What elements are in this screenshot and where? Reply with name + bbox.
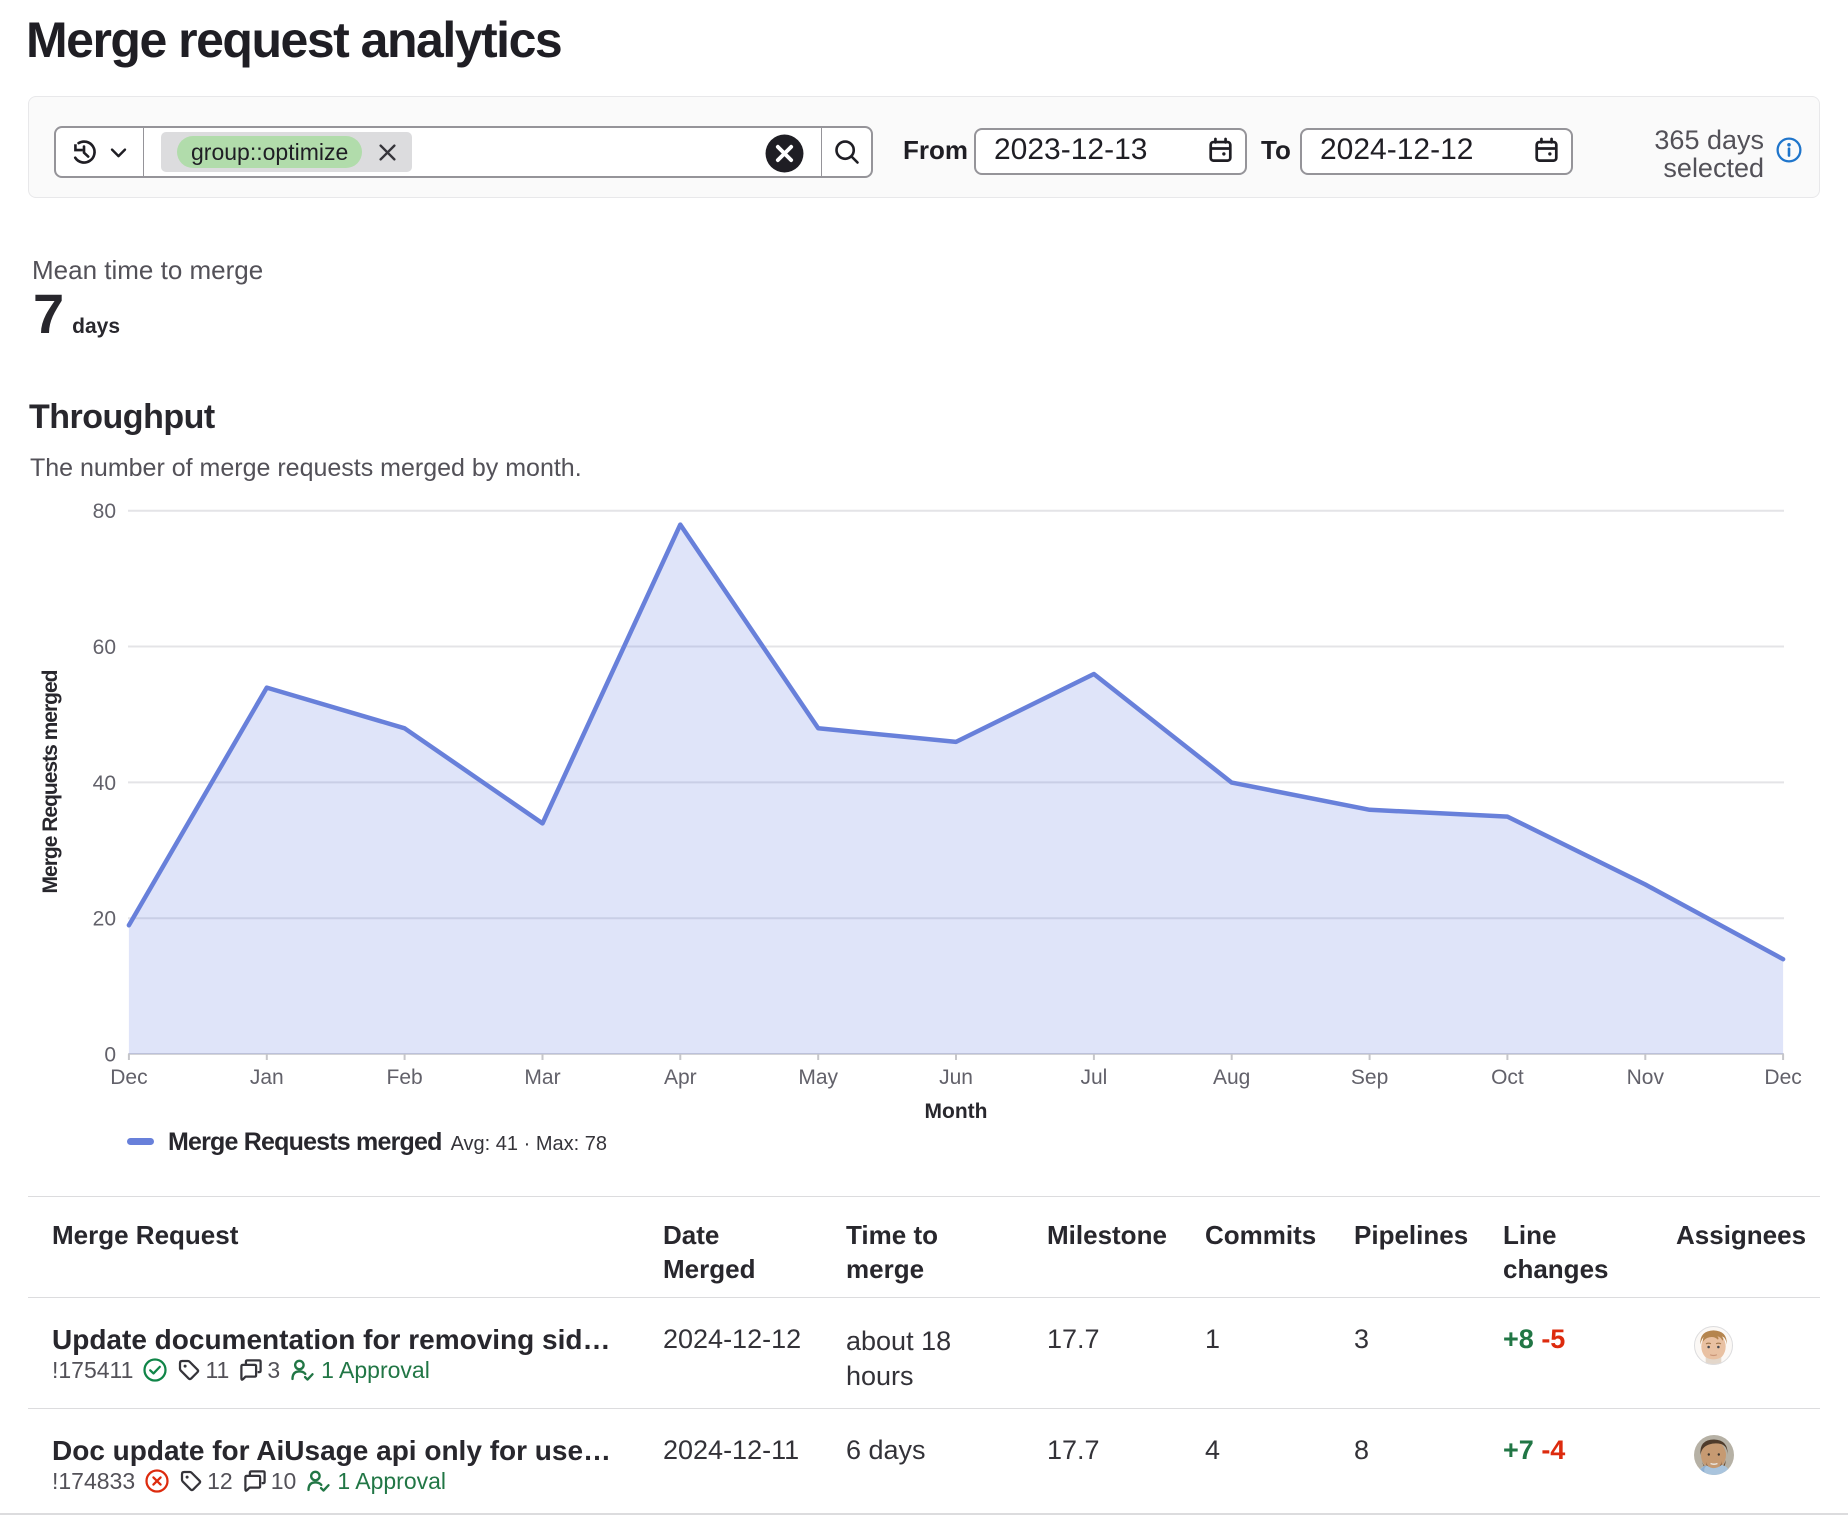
svg-text:Apr: Apr [664, 1066, 697, 1089]
svg-text:Feb: Feb [387, 1066, 423, 1089]
svg-text:60: 60 [93, 636, 116, 659]
svg-text:Merge Requests merged: Merge Requests merged [39, 670, 62, 893]
svg-text:Aug: Aug [1213, 1066, 1250, 1089]
svg-text:Jul: Jul [1080, 1066, 1107, 1089]
svg-text:Jun: Jun [939, 1066, 973, 1089]
svg-text:Dec: Dec [1764, 1066, 1801, 1089]
svg-text:Jan: Jan [250, 1066, 284, 1089]
svg-text:Mar: Mar [524, 1066, 560, 1089]
svg-text:Nov: Nov [1627, 1066, 1665, 1089]
svg-text:Sep: Sep [1351, 1066, 1388, 1089]
svg-text:20: 20 [93, 908, 116, 931]
svg-text:40: 40 [93, 772, 116, 795]
svg-text:Dec: Dec [110, 1066, 147, 1089]
svg-text:Month: Month [925, 1100, 988, 1123]
svg-text:0: 0 [104, 1044, 116, 1067]
svg-text:80: 80 [93, 500, 116, 523]
svg-text:May: May [798, 1066, 838, 1089]
svg-text:Oct: Oct [1491, 1066, 1524, 1089]
